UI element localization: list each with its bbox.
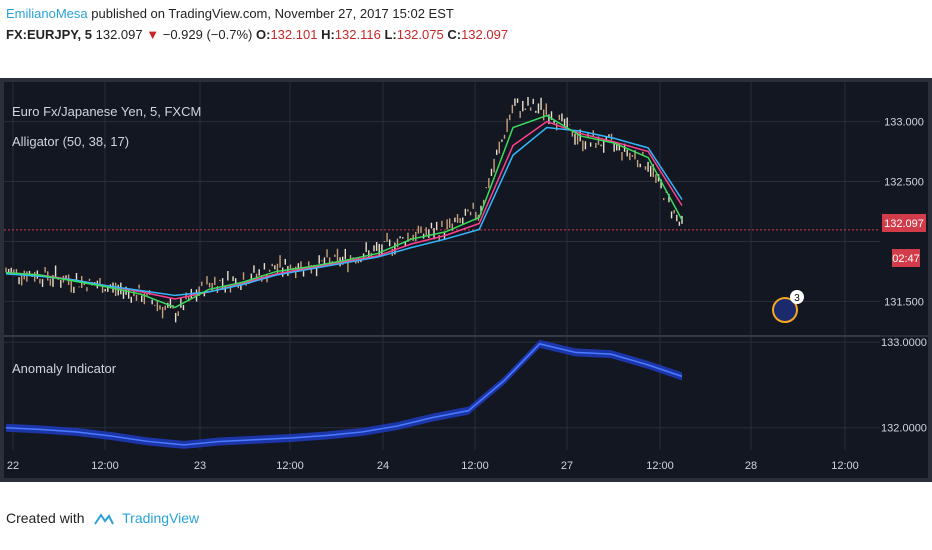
price-pane[interactable] <box>4 82 880 335</box>
event-marker-icon[interactable] <box>772 297 798 323</box>
y-tick-label: 132.0000 <box>881 423 927 435</box>
indicator-series <box>5 339 683 449</box>
price-series <box>4 96 880 323</box>
alligator-label[interactable]: Alligator (50, 38, 17) <box>12 134 129 149</box>
low-label: L: <box>384 27 397 42</box>
chart-title: Euro Fx/Japanese Yen, 5, FXCM <box>12 104 201 119</box>
tradingview-link[interactable]: TradingView <box>122 510 200 526</box>
close-value: 132.097 <box>461 27 509 42</box>
event-marker[interactable]: 3 <box>772 290 804 323</box>
low-value: 132.075 <box>396 27 444 42</box>
tradingview-logo-icon <box>94 513 115 525</box>
countdown-label: 02:47 <box>892 253 920 265</box>
x-tick-label: 22 <box>7 460 19 472</box>
anomaly-indicator-label[interactable]: Anomaly Indicator <box>12 361 117 376</box>
publish-info: EmilianoMesa published on TradingView.co… <box>6 6 454 21</box>
x-tick-label: 12:00 <box>276 460 304 472</box>
open-label: O: <box>255 27 271 42</box>
x-tick-label: 23 <box>194 460 206 472</box>
last-price: 132.097 <box>95 27 143 42</box>
published-text: published on TradingView.com, November 2… <box>91 6 454 21</box>
axis-labels: 22 12:00 23 12:00 24 12:00 27 12:00 28 12:00 133.0… <box>7 117 927 472</box>
anomaly-line <box>5 343 683 446</box>
close-label: C: <box>447 27 462 42</box>
y-tick-label: 133.000 <box>884 117 924 129</box>
down-arrow-icon: ▼ <box>146 27 160 42</box>
symbol-label: FX:EURJPY, 5 <box>6 27 92 42</box>
ohlc-line: FX:EURJPY, 5 132.097 ▼ −0.929 (−0.7%) O:… <box>6 27 508 42</box>
x-tick-label: 24 <box>377 460 389 472</box>
open-value: 132.101 <box>270 27 318 42</box>
x-tick-label: 12:00 <box>646 460 674 472</box>
x-tick-label: 12:00 <box>461 460 489 472</box>
y-tick-label: 131.500 <box>884 296 924 308</box>
created-with-label: Created with <box>6 510 85 526</box>
event-badge <box>790 290 804 304</box>
y-tick-label: 132.500 <box>884 177 924 189</box>
price-label-box <box>882 214 926 232</box>
y-tick-label: 133.0000 <box>881 337 927 349</box>
high-value: 132.116 <box>334 27 381 42</box>
high-label: H: <box>321 27 335 42</box>
x-tick-label: 12:00 <box>91 460 119 472</box>
x-tick-label: 12:00 <box>831 460 859 472</box>
countdown-box <box>892 249 920 267</box>
time-axis[interactable] <box>4 450 928 478</box>
footer: Created with TradingView <box>6 510 199 527</box>
author-link[interactable]: EmilianoMesa <box>6 6 88 21</box>
x-tick-label: 27 <box>561 460 573 472</box>
event-badge-count: 3 <box>794 293 800 304</box>
indicator-pane[interactable] <box>4 337 880 450</box>
price-label: 132.097 <box>884 218 924 230</box>
change-value: −0.929 (−0.7%) <box>162 27 253 42</box>
x-tick-label: 28 <box>745 460 757 472</box>
chart-canvas[interactable]: 22 12:00 23 12:00 24 12:00 27 12:00 28 12:00 133.0… <box>0 78 932 482</box>
alligator-line <box>5 114 683 309</box>
